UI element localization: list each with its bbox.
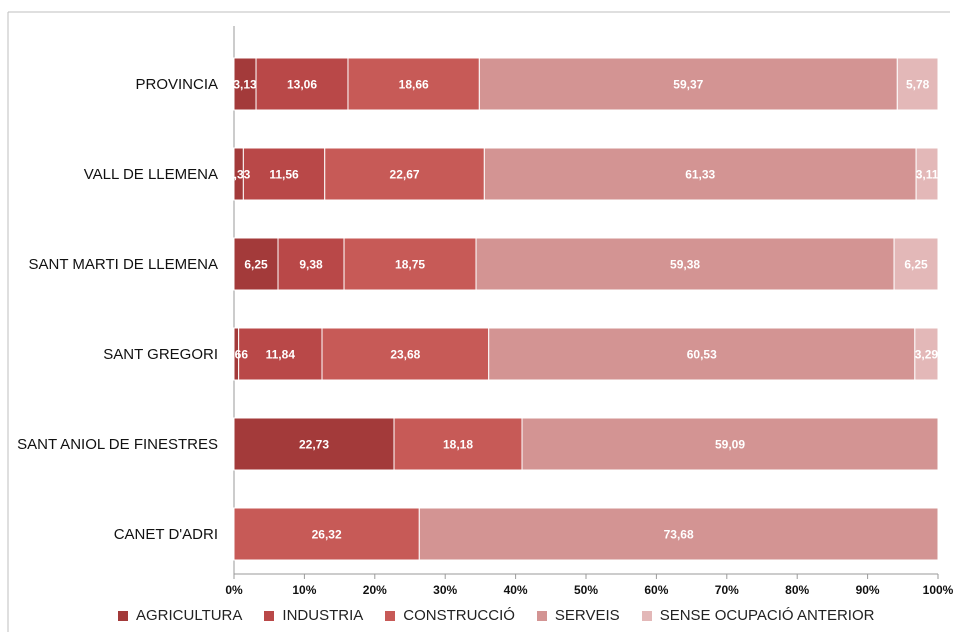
legend-swatch-agricultura [118,610,128,621]
data-label-serveis-provincia: 59,37 [673,78,703,92]
legend-item-sense-ocupacio: SENSE OCUPACIÓ ANTERIOR [641,607,875,624]
y-tick-label-sant-marti-de-llemena: SANT MARTI DE LLEMENA [29,256,219,273]
legend-label-sense-ocupacio: SENSE OCUPACIÓ ANTERIOR [659,607,875,624]
bar-industria-sant-gregori [238,327,323,381]
legend-item-industria: INDUSTRIA [264,607,363,624]
data-label-agricultura-sant-gregori: 0,66 [225,348,249,362]
legend-item-serveis: SERVEIS [536,607,620,624]
bar-sense-ocupacio-anterior-provincia [896,57,939,111]
x-tick-label-2: 20% [363,583,387,597]
legend-label-industria: INDUSTRIA [282,607,364,624]
bar-industria-vall-de-llemena [242,147,326,201]
data-label-construccio-canet-d-adri: 26,32 [312,528,342,542]
data-label-construccio-vall-de-llemena: 22,67 [390,168,420,182]
data-label-industria-provincia: 13,06 [287,78,317,92]
x-tick-label-7: 70% [715,583,739,597]
bar-industria-sant-marti-de-llemena [277,237,345,291]
y-tick-label-vall-de-llemena: VALL DE LLEMENA [84,166,218,183]
legend-swatch-sense-ocupacio [641,610,652,621]
y-tick-label-canet-d-adri: CANET D'ADRI [114,526,218,543]
bar-serveis-provincia [478,57,898,111]
x-tick-label-1: 10% [292,583,316,597]
bar-sense-ocupacio-anterior-sant-gregori [914,327,939,381]
data-label-serveis-canet-d-adri: 73,68 [664,528,694,542]
legend-label-serveis: SERVEIS [554,607,620,624]
x-tick-label-0: 0% [225,583,243,597]
bar-serveis-sant-gregori [488,327,916,381]
data-label-construccio-sant-gregori: 23,68 [390,348,420,362]
data-label-construccio-sant-aniol-de-finestres: 18,18 [443,438,473,452]
bar-construccio-sant-aniol-de-finestres [393,417,523,471]
x-tick-label-9: 90% [856,583,880,597]
data-label-sense-ocupacio-anterior-sant-marti-de-llemena: 6,25 [904,258,928,272]
legend-swatch-industria [264,610,275,621]
bar-construccio-vall-de-llemena [324,147,485,201]
legend-item-agricultura: AGRICULTURA [118,607,242,624]
legend-label-construccio: CONSTRUCCIÓ [403,607,515,624]
bar-agricultura-sant-aniol-de-finestres [233,417,395,471]
data-label-sense-ocupacio-anterior-sant-gregori: 3,29 [915,348,939,362]
bar-serveis-canet-d-adri [418,507,939,561]
data-label-serveis-vall-de-llemena: 61,33 [685,168,715,182]
bar-construccio-canet-d-adri [233,507,420,561]
x-tick-label-3: 30% [433,583,457,597]
data-label-agricultura-vall-de-llemena: 1,33 [227,168,251,182]
data-label-industria-sant-marti-de-llemena: 9,38 [299,258,323,272]
x-tick-label-4: 40% [504,583,528,597]
data-label-industria-vall-de-llemena: 11,56 [269,168,299,182]
data-label-serveis-sant-gregori: 60,53 [687,348,717,362]
y-tick-label-sant-aniol-de-finestres: SANT ANIOL DE FINESTRES [17,436,218,453]
legend-label-agricultura: AGRICULTURA [136,607,243,624]
x-tick-label-5: 50% [574,583,598,597]
bar-industria-provincia [255,57,349,111]
bar-serveis-vall-de-llemena [483,147,917,201]
y-tick-label-provincia: PROVINCIA [135,76,218,93]
data-label-sense-ocupacio-anterior-vall-de-llemena: 3,11 [916,168,939,182]
data-label-serveis-sant-aniol-de-finestres: 59,09 [715,438,745,452]
data-label-sense-ocupacio-anterior-provincia: 5,78 [906,78,930,92]
bar-sense-ocupacio-anterior-vall-de-llemena [915,147,939,201]
bar-agricultura-sant-marti-de-llemena [233,237,279,291]
legend-item-construccio: CONSTRUCCIÓ [385,607,515,624]
bar-construccio-sant-gregori [321,327,490,381]
x-tick-label-10: 100% [923,583,954,597]
bar-construccio-provincia [347,57,480,111]
data-label-agricultura-sant-marti-de-llemena: 6,25 [244,258,268,272]
data-label-agricultura-sant-aniol-de-finestres: 22,73 [299,438,329,452]
bar-serveis-sant-marti-de-llemena [475,237,895,291]
bar-serveis-sant-aniol-de-finestres [521,417,939,471]
bar-sense-ocupacio-anterior-sant-marti-de-llemena [893,237,939,291]
legend-swatch-serveis [536,610,547,621]
data-label-industria-sant-gregori: 11,84 [266,348,296,362]
chart-legend: AGRICULTURA INDUSTRIA CONSTRUCCIÓ SERVEI… [118,607,874,624]
y-tick-label-sant-gregori: SANT GREGORI [103,346,218,363]
legend-swatch-construccio [385,610,396,621]
data-label-serveis-sant-marti-de-llemena: 59,38 [670,258,700,272]
data-label-agricultura-provincia: 3,13 [233,78,257,92]
x-tick-label-8: 80% [785,583,809,597]
data-label-construccio-sant-marti-de-llemena: 18,75 [395,258,425,272]
x-tick-label-6: 60% [644,583,668,597]
data-label-construccio-provincia: 18,66 [399,78,429,92]
bar-construccio-sant-marti-de-llemena [343,237,477,291]
